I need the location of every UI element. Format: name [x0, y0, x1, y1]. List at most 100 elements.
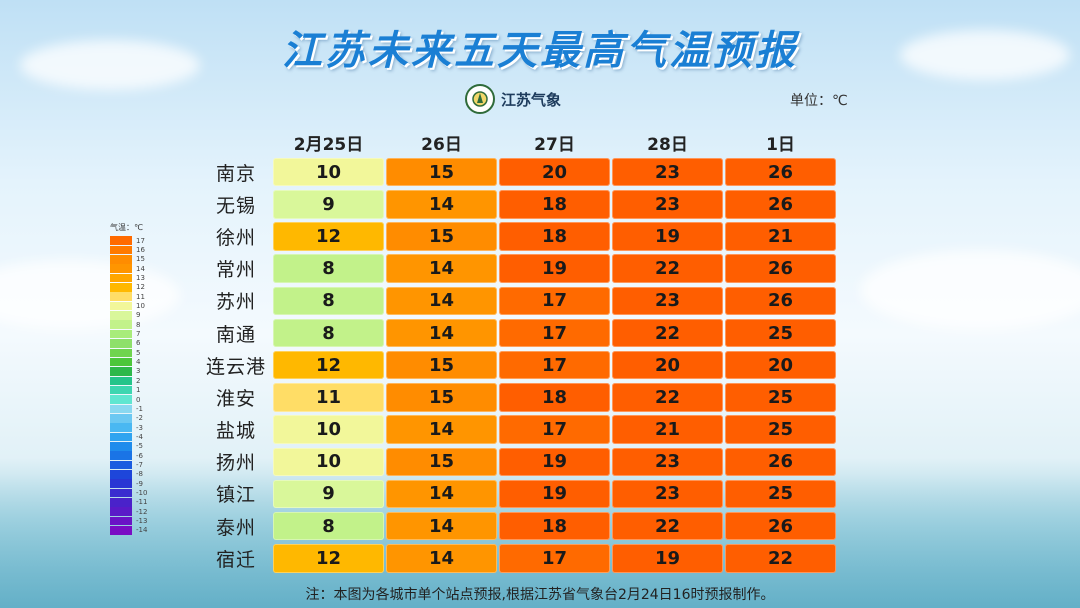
temperature-cell: 25: [725, 318, 836, 348]
temperature-cell: 8: [273, 286, 384, 316]
city-label: 无锡: [215, 194, 256, 217]
legend-label: 4: [136, 358, 141, 367]
legend-item: 3: [110, 367, 147, 376]
temperature-cell: 26: [725, 254, 836, 283]
city-label: 宿迁: [215, 548, 256, 571]
legend-item: 12: [110, 283, 147, 292]
forecast-table: 2月25日 26日 27日 28日 1日 南京 10 15 20 23 26 无锡 9 14 18…: [200, 128, 837, 574]
temperature-cell: 19: [499, 479, 610, 509]
legend-label: -7: [136, 460, 143, 469]
legend-swatch: [110, 320, 132, 330]
temperature-cell: 19: [499, 447, 610, 477]
temperature-cell: 14: [386, 511, 497, 541]
legend-label: -11: [136, 498, 148, 507]
temperature-cell: 22: [612, 254, 723, 283]
legend-label: 10: [136, 302, 145, 311]
temperature-cell: 12: [273, 544, 384, 573]
legend-label: 3: [136, 367, 141, 376]
temperature-cell: 26: [725, 286, 836, 316]
temperature-cell: 19: [499, 254, 610, 283]
legend-swatch: [110, 469, 132, 479]
temperature-cell: 18: [499, 383, 610, 412]
legend-item: 13: [110, 273, 147, 283]
temperature-cell: 18: [499, 511, 610, 541]
legend-swatch: [110, 339, 132, 348]
column-header: 27日: [534, 134, 575, 155]
legend-swatch: [110, 395, 132, 404]
legend-item: 10: [110, 301, 147, 311]
legend-title: 气温：℃: [110, 223, 143, 232]
legend-item: -12: [110, 507, 147, 516]
legend-item: 11: [110, 292, 147, 302]
legend-swatch: [110, 301, 132, 311]
temperature-cell: 20: [499, 157, 610, 187]
temperature-cell: 17: [499, 286, 610, 316]
legend-item: 7: [110, 329, 147, 339]
temperature-cell: 14: [386, 286, 497, 316]
table-row: 泰州 8 14 18 22 26: [200, 510, 837, 542]
table-row: 徐州 12 15 18 19 21: [200, 220, 837, 252]
legend-swatch: [110, 348, 132, 358]
legend-swatch: [110, 526, 132, 535]
legend-body: 17 16 15 14 13 12 11 10 9 8 7 6 5 4 3 2 1 0 -1 -2 -3 -4 -5 -6 -7…: [110, 236, 147, 535]
temperature-cell: 14: [386, 318, 497, 348]
legend-item: 8: [110, 320, 147, 330]
temperature-cell: 15: [386, 222, 497, 251]
temperature-cell: 9: [273, 190, 384, 219]
legend-label: 13: [136, 274, 145, 283]
temperature-cell: 23: [612, 190, 723, 219]
footnote: 注：本图为各城市单个站点预报,根据江苏省气象台2月24日16时预报制作。: [305, 587, 775, 603]
legend-item: -9: [110, 479, 147, 488]
temperature-cell: 15: [386, 447, 497, 477]
legend-swatch: [110, 432, 132, 442]
temperature-cell: 11: [273, 383, 384, 412]
legend-item: 1: [110, 385, 147, 395]
legend-label: -10: [136, 488, 148, 497]
legend-swatch: [110, 236, 132, 245]
logo-emblem-icon: [465, 84, 495, 114]
legend-item: -2: [110, 413, 147, 423]
table-row: 淮安 11 15 18 22 25: [200, 381, 837, 413]
logo: 江苏气象: [465, 84, 561, 114]
legend-swatch: [110, 498, 132, 507]
legend-swatch: [110, 283, 132, 292]
legend-label: -12: [136, 507, 148, 516]
legend-label: 8: [136, 320, 141, 329]
legend-label: 0: [136, 395, 141, 404]
temperature-cell: 14: [386, 479, 497, 509]
legend-item: 5: [110, 348, 147, 358]
legend-swatch: [110, 507, 132, 516]
color-legend: 气温：℃ 17 16 15 14 13 12 11 10 9 8 7 6 5 4 3 2 1 0 -1 -2 -3 -4-…: [110, 222, 147, 535]
legend-item: -4: [110, 432, 147, 442]
table-row: 宿迁 12 14 17 19 22: [200, 542, 837, 574]
legend-item: -1: [110, 404, 147, 414]
table-row: 苏州 8 14 17 23 26: [200, 285, 837, 317]
cloud: [0, 260, 180, 330]
legend-swatch: [110, 404, 132, 414]
column-header: 26日: [421, 134, 462, 155]
legend-item: -5: [110, 441, 147, 451]
legend-swatch: [110, 357, 132, 367]
temperature-cell: 25: [725, 415, 836, 444]
legend-item: 15: [110, 255, 147, 264]
legend-label: -2: [136, 414, 143, 423]
temperature-cell: 18: [499, 222, 610, 251]
legend-swatch: [110, 255, 132, 264]
temperature-cell: 12: [273, 222, 384, 251]
cloud: [860, 250, 1080, 330]
legend-swatch: [110, 516, 132, 526]
table-row: 常州 8 14 19 22 26: [200, 253, 837, 285]
city-label: 泰州: [215, 516, 256, 539]
temperature-cell: 17: [499, 415, 610, 444]
legend-label: 17: [136, 236, 145, 245]
legend-label: 16: [136, 246, 145, 255]
temperature-cell: 21: [725, 222, 836, 251]
temperature-cell: 17: [499, 350, 610, 380]
legend-label: 9: [136, 311, 141, 320]
legend-swatch: [110, 413, 132, 423]
legend-item: -14: [110, 526, 147, 535]
temperature-cell: 25: [725, 479, 836, 509]
legend-swatch: [110, 264, 132, 273]
legend-swatch: [110, 311, 132, 320]
legend-item: -8: [110, 469, 147, 479]
